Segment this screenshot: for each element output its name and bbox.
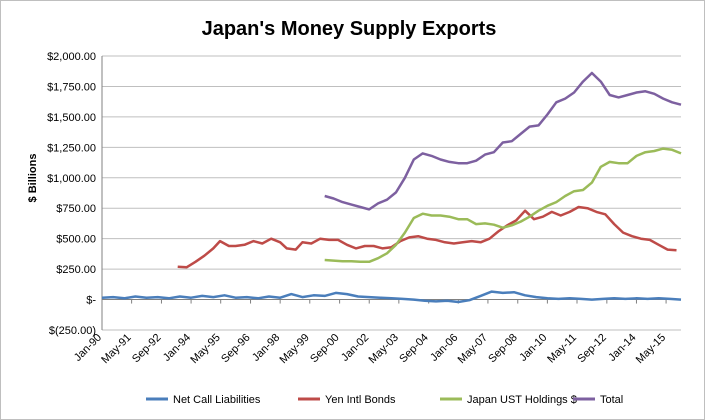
x-tick-label: May-91 [99,332,133,366]
x-tick-label: Sep-00 [308,332,342,366]
x-tick-label: May-03 [367,332,401,366]
x-tick-label: Sep-08 [486,332,520,366]
x-axis-ticks: Jan-90May-91Sep-92Jan-94May-95Sep-96Jan-… [72,299,668,366]
y-tick-label: $250.00 [56,264,96,276]
x-tick-label: Jan-94 [161,332,193,364]
y-tick-label: $750.00 [56,203,96,215]
x-tick-label: May-07 [456,332,490,366]
legend-label: Net Call Liabilities [173,394,261,406]
x-tick-label: Sep-92 [130,332,164,366]
legend-label: Yen Intl Bonds [325,394,396,406]
x-tick-label: Jan-14 [606,332,638,364]
legend-label: Japan UST Holdings $ [467,394,577,406]
y-tick-label: $500.00 [56,234,96,246]
x-tick-label: Jan-98 [250,332,282,364]
y-tick-label: $1,500.00 [47,112,96,124]
y-axis-ticks: $2,000.00 $1,750.00 $1,500.00 $1,250.00 $1,0… [47,51,96,337]
legend: Net Call Liabilities Yen Intl Bonds Japan … [146,394,623,406]
x-tick-label: Sep-96 [219,332,253,366]
x-tick-label: May-99 [277,332,311,366]
series-line-3 [324,71,682,211]
x-tick-label: Jan-06 [428,332,460,364]
series-lines [101,71,682,304]
legend-label: Total [600,394,623,406]
y-axis-title: $ Billions [27,154,39,203]
grid-lines [101,55,681,331]
x-tick-label: Sep-04 [397,332,431,366]
y-tick-label: $1,250.00 [47,142,96,154]
x-tick-label: Jan-02 [339,332,371,364]
series-line-2 [324,147,682,264]
series-line-0 [101,290,682,304]
x-tick-label: Jan-10 [517,332,549,364]
x-tick-label: May-95 [188,332,222,366]
y-tick-label: $1,750.00 [47,81,96,93]
y-tick-label: $1,000.00 [47,173,96,185]
chart-title: Japan's Money Supply Exports [202,18,497,40]
x-tick-label: Sep-12 [575,332,609,366]
x-tick-label: May-15 [634,332,668,366]
x-tick-label: May-11 [545,332,579,366]
y-tick-label: $(250.00) [49,325,96,337]
y-tick-label: $- [86,295,96,307]
y-tick-label: $2,000.00 [47,51,96,63]
series-line-1 [177,205,677,269]
